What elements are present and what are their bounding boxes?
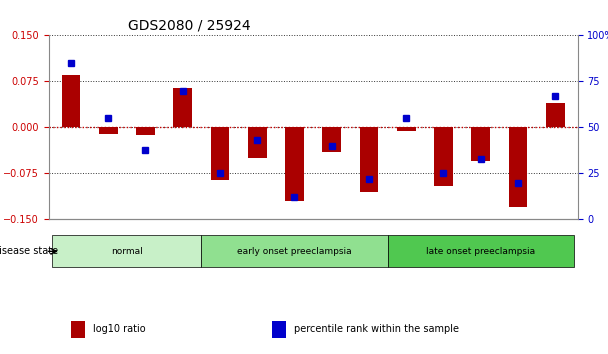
Bar xyxy=(71,321,85,338)
Text: disease state: disease state xyxy=(0,246,58,256)
Bar xyxy=(434,127,453,186)
Bar xyxy=(322,127,341,152)
Bar xyxy=(173,87,192,127)
Bar xyxy=(248,127,266,158)
Text: normal: normal xyxy=(111,247,143,256)
Bar xyxy=(360,127,378,192)
Text: early onset preeclampsia: early onset preeclampsia xyxy=(237,247,352,256)
Bar xyxy=(61,75,80,127)
Bar xyxy=(509,127,527,207)
Text: late onset preeclampsia: late onset preeclampsia xyxy=(426,247,535,256)
Bar xyxy=(99,127,117,133)
Bar xyxy=(546,103,565,127)
Text: percentile rank within the sample: percentile rank within the sample xyxy=(294,324,458,334)
Bar xyxy=(211,127,229,179)
Text: log10 ratio: log10 ratio xyxy=(92,324,145,334)
Bar xyxy=(285,127,304,201)
FancyBboxPatch shape xyxy=(201,235,388,267)
Bar xyxy=(471,127,490,161)
FancyBboxPatch shape xyxy=(388,235,574,267)
Bar xyxy=(397,127,415,131)
FancyBboxPatch shape xyxy=(52,235,201,267)
Bar xyxy=(272,321,286,338)
Bar xyxy=(136,127,155,135)
Text: GDS2080 / 25924: GDS2080 / 25924 xyxy=(128,19,250,33)
